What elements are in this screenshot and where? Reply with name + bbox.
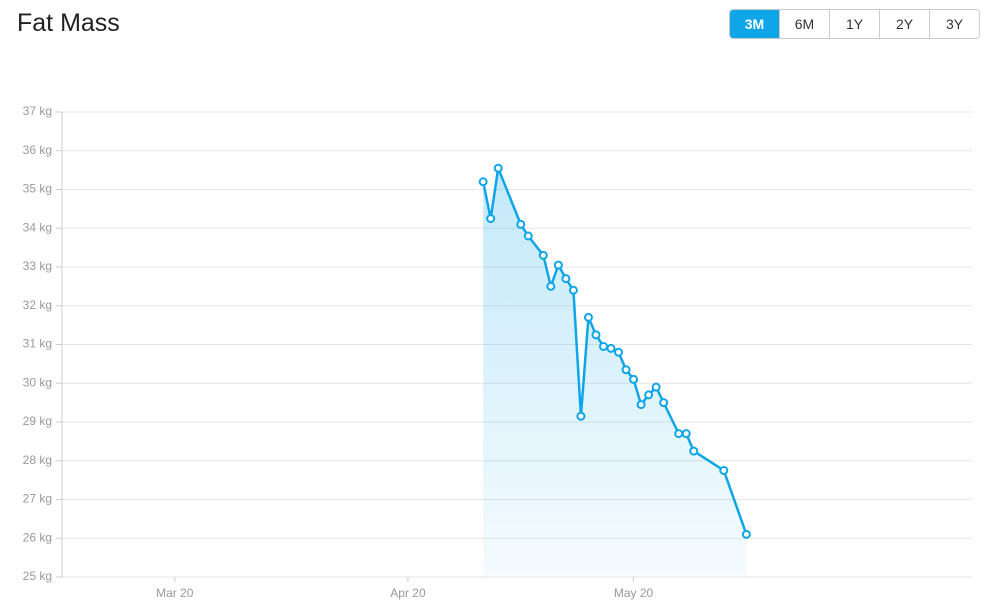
point (478, 177, 488, 187)
point (629, 374, 639, 384)
point (644, 390, 654, 400)
range-selector: 3M 6M 1Y 2Y 3Y (729, 9, 980, 39)
y-tick-label: 35 kg (23, 182, 52, 196)
point (719, 465, 729, 475)
point (546, 281, 556, 291)
point (516, 219, 526, 229)
y-tick-label: 26 kg (23, 530, 52, 544)
point (636, 400, 646, 410)
point (621, 365, 631, 375)
y-tick-label: 28 kg (23, 453, 52, 467)
range-button[interactable]: 3Y (929, 10, 979, 38)
point (568, 285, 578, 295)
x-tick-label: May 20 (614, 586, 654, 600)
range-button[interactable]: 1Y (829, 10, 879, 38)
y-tick-label: 37 kg (23, 104, 52, 118)
chart-title: Fat Mass (17, 9, 120, 37)
point (553, 260, 563, 270)
y-tick-label: 29 kg (23, 414, 52, 428)
point (523, 231, 533, 241)
point (591, 330, 601, 340)
y-tick-label: 36 kg (23, 143, 52, 157)
area (483, 168, 747, 577)
point (486, 214, 496, 224)
point (614, 347, 624, 357)
point (651, 382, 661, 392)
point (538, 250, 548, 260)
y-tick-label: 32 kg (23, 298, 52, 312)
point (674, 429, 684, 439)
y-tick-label: 25 kg (23, 569, 52, 583)
y-tick-label: 33 kg (23, 259, 52, 273)
y-tick-label: 27 kg (23, 492, 52, 506)
y-tick-label: 34 kg (23, 220, 52, 234)
x-tick-label: Apr 20 (390, 586, 426, 600)
x-tick-label: Mar 20 (156, 586, 194, 600)
point (583, 312, 593, 322)
point (681, 429, 691, 439)
point (689, 446, 699, 456)
y-tick-label: 31 kg (23, 337, 52, 351)
point (741, 529, 751, 539)
point (561, 274, 571, 284)
point (659, 398, 669, 408)
range-button[interactable]: 3M (730, 10, 779, 38)
point (493, 163, 503, 173)
point (576, 411, 586, 421)
point (598, 341, 608, 351)
range-button[interactable]: 6M (779, 10, 829, 38)
range-button[interactable]: 2Y (879, 10, 929, 38)
y-tick-label: 30 kg (23, 375, 52, 389)
point (606, 343, 616, 353)
